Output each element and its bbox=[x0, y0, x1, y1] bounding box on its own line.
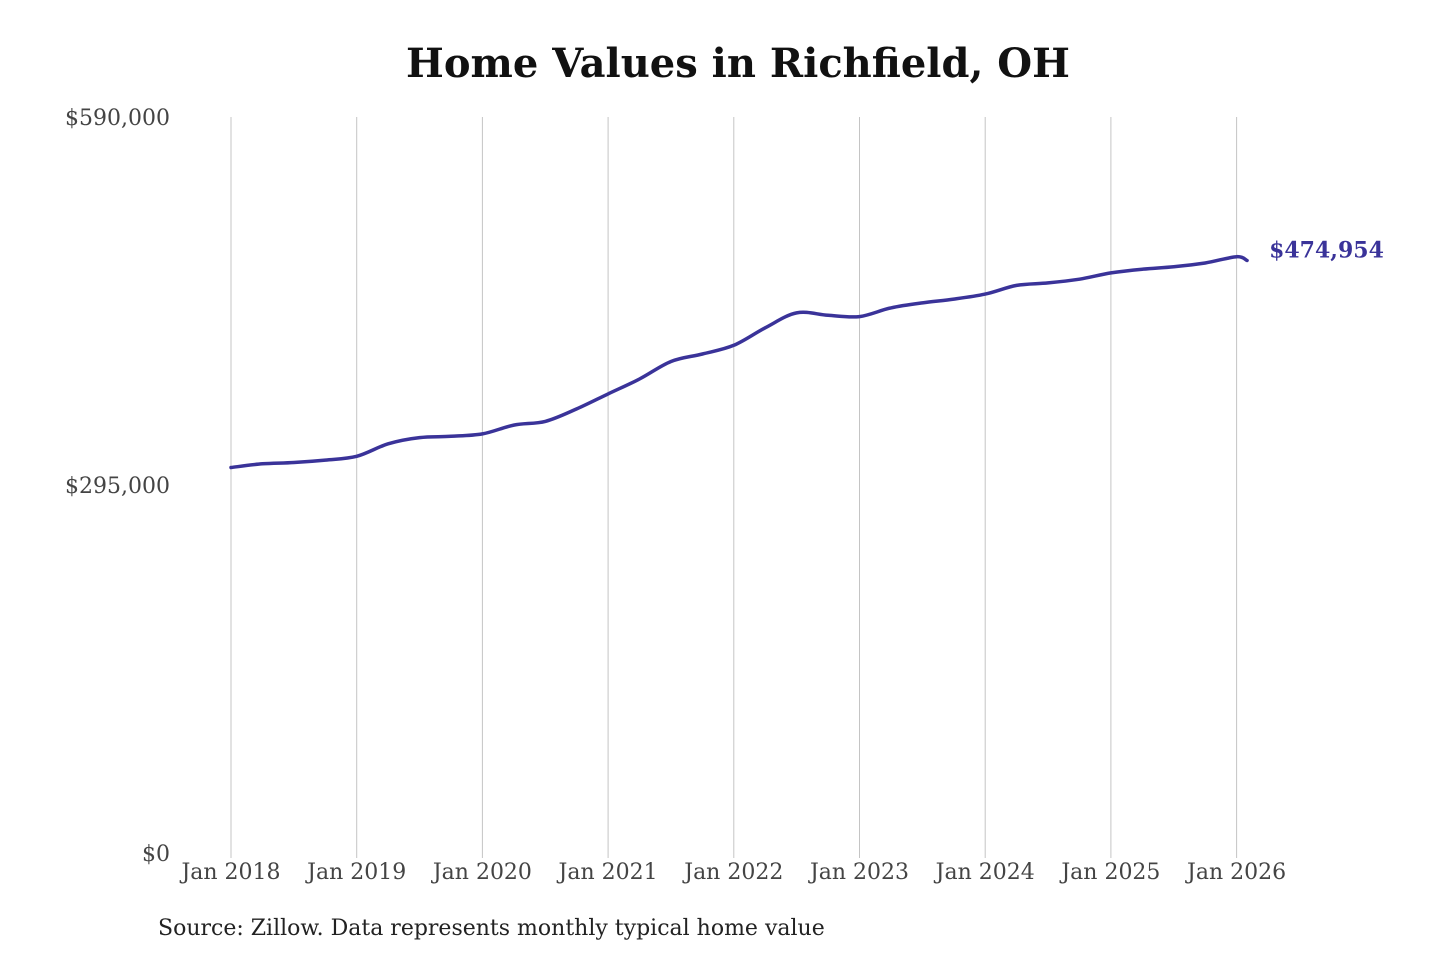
x-axis-ticks: Jan 2018 Jan 2019 Jan 2020 Jan 2021 Jan 2022… bbox=[179, 860, 1286, 885]
x-tick-label: Jan 2021 bbox=[557, 860, 658, 885]
x-tick-label: Jan 2024 bbox=[934, 860, 1035, 885]
end-label-layer: $474,954 bbox=[1269, 238, 1384, 264]
x-tick-label: Jan 2018 bbox=[179, 860, 280, 885]
grid-lines bbox=[230, 117, 1238, 858]
x-tick-label: Jan 2026 bbox=[1185, 860, 1286, 885]
x-tick-label: Jan 2023 bbox=[808, 860, 909, 885]
x-tick-label: Jan 2025 bbox=[1059, 860, 1160, 885]
series-line bbox=[229, 254, 1249, 470]
y-axis-ticks: $0 $295,000 $590,000 bbox=[65, 106, 170, 867]
y-tick-label: $295,000 bbox=[65, 474, 170, 499]
x-tick-label: Jan 2022 bbox=[682, 860, 783, 885]
y-tick-label: $590,000 bbox=[65, 106, 170, 131]
chart-title: Home Values in Richfield, OH bbox=[406, 40, 1070, 87]
x-tick-label: Jan 2020 bbox=[431, 860, 532, 885]
end-value-label: $474,954 bbox=[1269, 238, 1384, 264]
series-layer bbox=[229, 254, 1249, 470]
source-note: Source: Zillow. Data represents monthly … bbox=[158, 916, 825, 941]
y-tick-label: $0 bbox=[142, 842, 170, 867]
x-tick-label: Jan 2019 bbox=[305, 860, 406, 885]
